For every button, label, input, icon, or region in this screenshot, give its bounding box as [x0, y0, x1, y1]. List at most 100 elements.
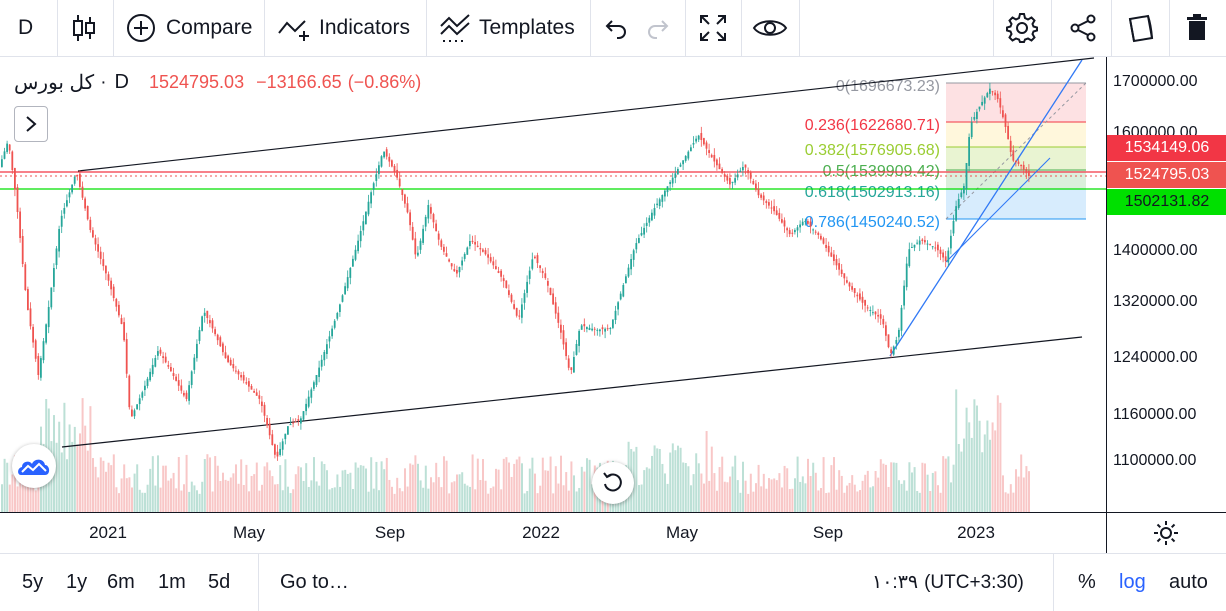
candle-body [635, 243, 638, 250]
candle-body [851, 286, 853, 290]
candle-body [362, 221, 365, 231]
volume-bar [640, 484, 643, 512]
volume-bar [713, 473, 716, 512]
chart-type-button[interactable] [70, 0, 98, 56]
candle-body [271, 434, 274, 445]
volume-bar [86, 450, 89, 512]
channel-lower-line[interactable] [61, 336, 1083, 448]
volume-bar [682, 462, 685, 512]
volume-bar [380, 461, 383, 512]
candle-body [40, 358, 42, 378]
delete-button[interactable] [1185, 0, 1209, 56]
candle-body [788, 230, 791, 235]
tradingview-logo-button[interactable] [12, 444, 56, 488]
time-axis[interactable]: 2021 May Sep 2022 May Sep 2023 [0, 512, 1106, 554]
candle-body [461, 260, 463, 266]
candle-body [372, 183, 375, 190]
candle-body [708, 150, 710, 153]
candle-body [747, 170, 749, 174]
indicators-button[interactable]: Indicators [277, 0, 410, 56]
fib-level-0: 0(1696673.23) [836, 78, 940, 95]
range-5y-button[interactable]: 5y [22, 554, 43, 611]
share-button[interactable] [1068, 0, 1098, 56]
range-1m-button[interactable]: 1m [158, 554, 186, 611]
fib-retracement[interactable]: 0(1696673.23) 0.236(1622680.71) 0.382(15… [805, 78, 1087, 231]
candle-body [752, 180, 755, 185]
volume-bar [866, 470, 869, 512]
candle-body [939, 249, 942, 254]
chart-pane[interactable]: 0(1696673.23) 0.236(1622680.71) 0.382(15… [0, 57, 1106, 512]
volume-bar [1020, 454, 1023, 512]
candle-body [921, 239, 924, 241]
candle-body [866, 307, 869, 309]
fullscreen-button[interactable] [698, 0, 728, 56]
time-axis-label: 2023 [957, 523, 995, 542]
candle-body [557, 312, 560, 323]
range-1y-button[interactable]: 1y [66, 554, 87, 611]
range-6m-button[interactable]: 6m [107, 554, 135, 611]
volume-bar [502, 458, 505, 512]
percent-scale-button[interactable]: % [1078, 554, 1096, 611]
candle-body [245, 382, 248, 384]
axis-settings-corner[interactable] [1106, 512, 1226, 554]
settings-button[interactable] [1006, 0, 1038, 56]
range-5d-button[interactable]: 5d [208, 554, 230, 611]
compare-button[interactable]: Compare [126, 0, 252, 56]
volume-bar [224, 479, 227, 512]
timezone-button[interactable]: ۱۰:۳۹ (UTC+3:30) [872, 554, 1024, 611]
candle-body [354, 249, 357, 260]
interval-button[interactable]: D [18, 0, 33, 56]
auto-scale-button[interactable]: auto [1169, 554, 1208, 611]
candle-body [276, 451, 279, 457]
candle-body [47, 307, 50, 328]
volume-bar [536, 493, 539, 512]
screenshot-button[interactable] [1126, 0, 1156, 56]
price-axis[interactable]: 1700000.00 1600000.00 1400000.00 1320000… [1106, 57, 1226, 512]
plus-circle-icon [127, 14, 155, 42]
fullscreen-icon [700, 15, 726, 41]
symbol-name[interactable]: کل بورس [14, 72, 95, 94]
price-chart[interactable]: 0(1696673.23) 0.236(1622680.71) 0.382(15… [0, 57, 1106, 512]
volume-bar [144, 492, 146, 512]
candle-body [768, 202, 770, 206]
hide-drawings-button[interactable] [752, 0, 788, 56]
redo-button[interactable] [646, 0, 670, 56]
candle-body [976, 111, 978, 119]
goto-button[interactable]: Go to… [280, 554, 349, 611]
candle-body [253, 390, 255, 393]
candle-body [336, 313, 339, 319]
volume-bar [29, 484, 32, 512]
candle-body [398, 178, 401, 187]
log-scale-button[interactable]: log [1119, 554, 1146, 611]
candle-body [250, 385, 253, 390]
channel-upper-line[interactable] [77, 57, 1095, 172]
reset-view-button[interactable] [592, 462, 634, 504]
candle-body [21, 236, 24, 264]
candle-body [53, 268, 55, 287]
candle-body [32, 326, 34, 343]
candle-body [55, 248, 58, 266]
volume-bar [765, 488, 768, 512]
candle-body [209, 320, 211, 324]
candle-body [638, 238, 640, 243]
volume-bar [708, 480, 711, 512]
volume-bar [645, 467, 648, 512]
candle-body [848, 282, 851, 287]
legend-collapse-button[interactable] [14, 106, 48, 142]
candle-body [695, 138, 697, 142]
candle-body [60, 215, 63, 227]
volume-bar [63, 402, 66, 512]
candle-body [801, 221, 804, 226]
volume-bar [963, 438, 965, 512]
trend-line-blue[interactable] [889, 59, 1083, 357]
time-axis-label: 2021 [89, 523, 127, 542]
volume-bar [219, 480, 222, 512]
volume-bar [227, 480, 230, 512]
volume-bar [981, 452, 984, 512]
templates-button[interactable]: Templates [439, 0, 575, 56]
trend-line-blue-2[interactable] [945, 157, 1051, 263]
candle-body [180, 385, 183, 391]
candle-body [575, 344, 578, 355]
candle-body [908, 249, 911, 267]
undo-button[interactable] [604, 0, 628, 56]
